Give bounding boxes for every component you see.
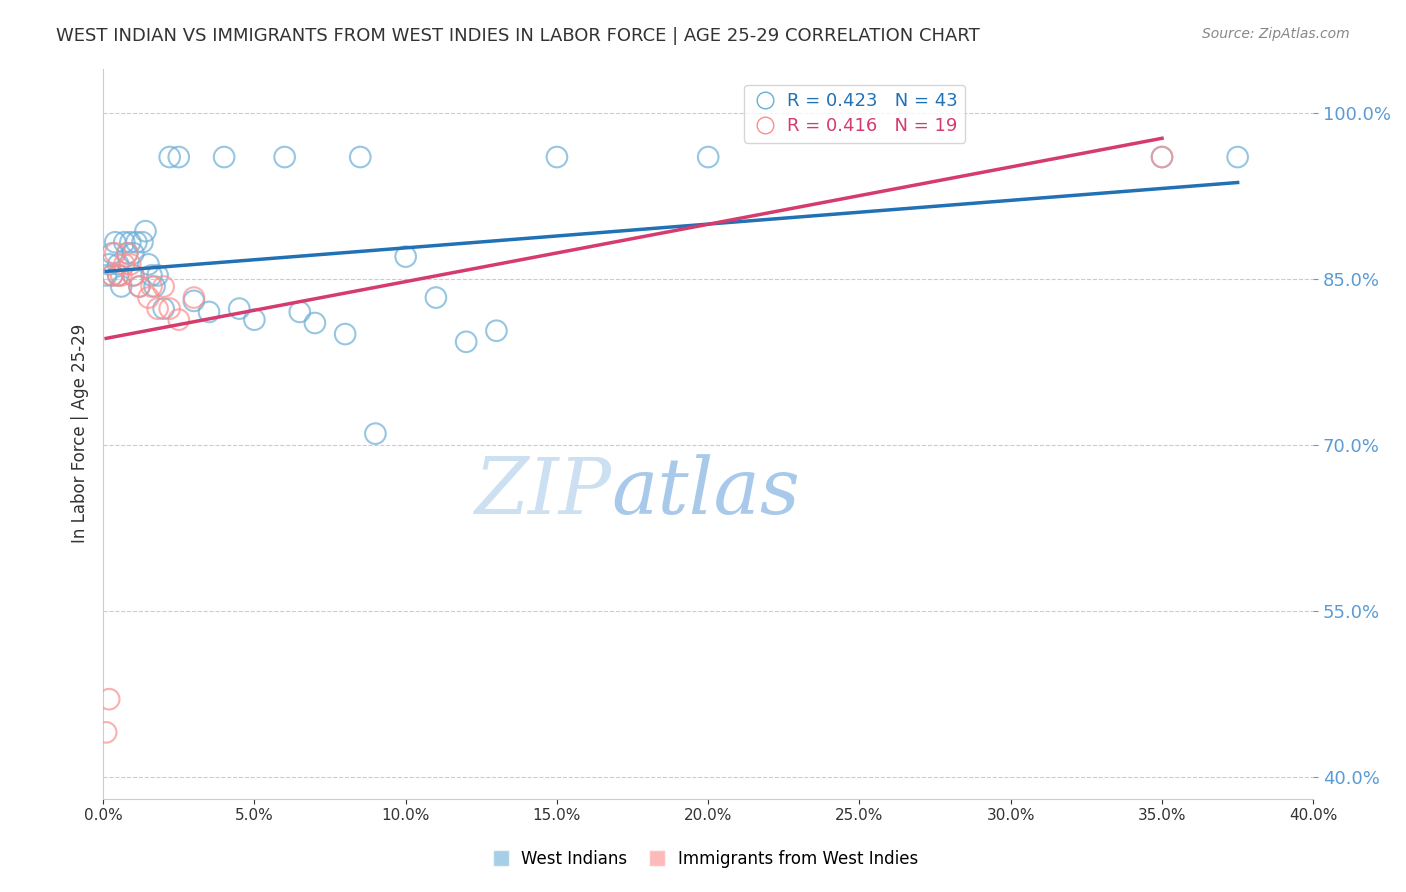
Point [395, 250, 418, 264]
Point [183, 293, 205, 308]
Point [152, 301, 174, 316]
Point [183, 291, 205, 305]
Point [333, 327, 356, 342]
Point [138, 291, 160, 305]
Point [98, 257, 121, 271]
Point [159, 301, 181, 316]
Point [243, 312, 266, 326]
Point [456, 334, 478, 349]
Point [198, 305, 221, 319]
Point [96, 725, 118, 739]
Point [1150, 150, 1173, 164]
Point [122, 268, 145, 283]
Point [364, 426, 387, 441]
Point [425, 291, 447, 305]
Point [110, 268, 132, 283]
Legend: R = 0.423   N = 43, R = 0.416   N = 19: R = 0.423 N = 43, R = 0.416 N = 19 [744, 85, 966, 143]
Point [141, 268, 163, 283]
Legend: West Indians, Immigrants from West Indies: West Indians, Immigrants from West Indie… [481, 844, 925, 875]
Point [167, 312, 190, 326]
Point [128, 279, 150, 293]
Point [110, 279, 132, 293]
Point [288, 305, 311, 319]
Point [273, 150, 295, 164]
Point [1226, 150, 1249, 164]
Point [228, 301, 250, 316]
Point [697, 150, 720, 164]
Point [125, 235, 148, 250]
Point [152, 279, 174, 293]
Text: Source: ZipAtlas.com: Source: ZipAtlas.com [1202, 27, 1350, 41]
Point [101, 268, 124, 283]
Point [143, 279, 166, 293]
Point [349, 150, 371, 164]
Point [146, 268, 169, 283]
Point [167, 150, 190, 164]
Y-axis label: In Labor Force | Age 25-29: In Labor Force | Age 25-29 [72, 324, 89, 543]
Point [485, 324, 508, 338]
Point [104, 235, 127, 250]
Point [1150, 150, 1173, 164]
Point [117, 246, 139, 260]
Point [117, 246, 139, 260]
Point [112, 235, 135, 250]
Point [146, 301, 169, 316]
Point [131, 235, 153, 250]
Point [101, 268, 124, 283]
Point [128, 279, 150, 293]
Point [98, 692, 121, 706]
Text: ZIP: ZIP [474, 454, 612, 530]
Text: atlas: atlas [612, 454, 800, 530]
Point [120, 235, 142, 250]
Point [304, 316, 326, 330]
Point [112, 257, 135, 271]
Point [159, 150, 181, 164]
Point [107, 257, 129, 271]
Point [96, 268, 118, 283]
Text: WEST INDIAN VS IMMIGRANTS FROM WEST INDIES IN LABOR FORCE | AGE 25-29 CORRELATIO: WEST INDIAN VS IMMIGRANTS FROM WEST INDI… [56, 27, 980, 45]
Point [138, 257, 160, 271]
Point [101, 246, 124, 260]
Point [107, 268, 129, 283]
Point [134, 224, 156, 238]
Point [122, 246, 145, 260]
Point [122, 268, 145, 283]
Point [141, 279, 163, 293]
Point [212, 150, 235, 164]
Point [120, 257, 142, 271]
Point [546, 150, 568, 164]
Point [104, 246, 127, 260]
Point [107, 268, 129, 283]
